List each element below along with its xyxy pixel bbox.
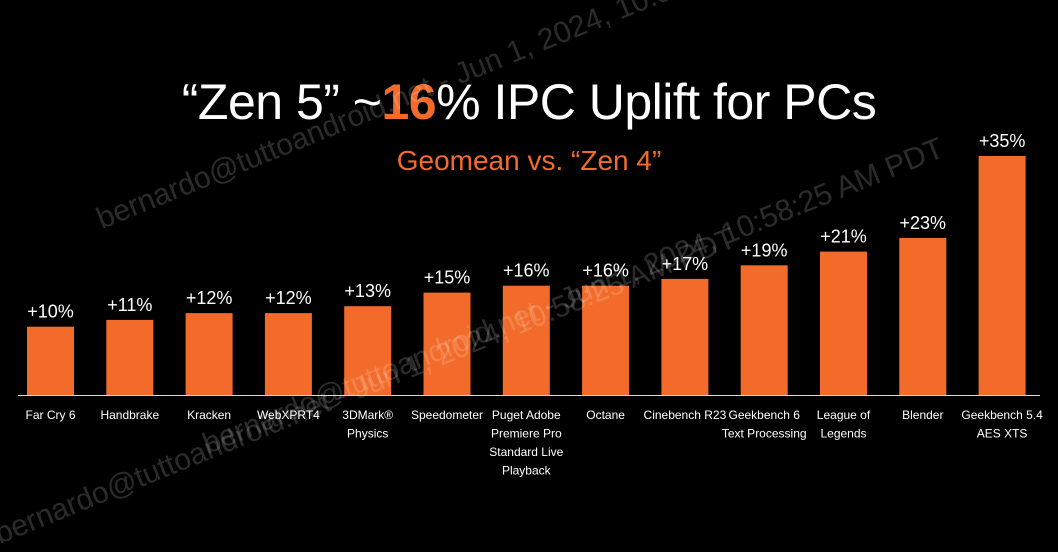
category-label: Geekbench 5.4 AES XTS (961, 408, 1043, 441)
data-label: +12% (186, 288, 233, 308)
chart-subtitle: Geomean vs. “Zen 4” (396, 145, 662, 176)
data-label: +11% (107, 295, 152, 315)
bar (820, 251, 867, 395)
category-label: Speedometer (411, 408, 483, 422)
category-label: 3DMark® Physics (342, 408, 393, 441)
data-label: +15% (424, 268, 471, 288)
title-highlight: 16 (381, 74, 437, 130)
bar (740, 265, 788, 395)
data-label: +21% (820, 227, 867, 247)
category-label: Puget Adobe Premiere Pro Standard Live Play… (489, 408, 563, 478)
data-label: +19% (741, 240, 788, 260)
bar (978, 156, 1026, 395)
bar-chart: +10% Far Cry 6 +11% Handbrake +12% Kracken +12… (18, 131, 1043, 478)
category-label: Far Cry 6 (25, 408, 75, 422)
bar (264, 313, 312, 395)
category-label: Octane (586, 408, 625, 422)
title-suffix: % IPC Uplift for PCs (436, 74, 877, 130)
category-label: League of Legends (817, 408, 871, 441)
category-label: Blender (902, 408, 943, 422)
data-label: +13% (344, 281, 391, 301)
category-label: Handbrake (100, 408, 159, 422)
bar (106, 319, 154, 395)
data-label: +12% (265, 288, 312, 308)
category-label: Kracken (187, 408, 231, 422)
bar (899, 237, 947, 395)
bar (27, 326, 74, 395)
bar (423, 292, 471, 395)
bar (661, 278, 709, 395)
category-label: Geekbench 6 Text Processing (722, 408, 807, 441)
data-label: +10% (27, 302, 74, 322)
bar (344, 306, 392, 395)
data-label: +16% (503, 261, 550, 281)
bar (582, 285, 630, 395)
data-label: +17% (662, 254, 709, 274)
data-label: +16% (582, 261, 629, 281)
data-label: +35% (979, 131, 1026, 151)
category-label: WebXPRT4 (257, 408, 320, 422)
bar (502, 285, 550, 395)
data-label: +23% (900, 213, 947, 233)
category-label: Cinebench R23 (644, 408, 727, 422)
bar (185, 313, 233, 395)
title-prefix: “Zen 5” ~ (181, 74, 382, 130)
chart-title: “Zen 5” ~16% IPC Uplift for PCs (0, 72, 1058, 132)
